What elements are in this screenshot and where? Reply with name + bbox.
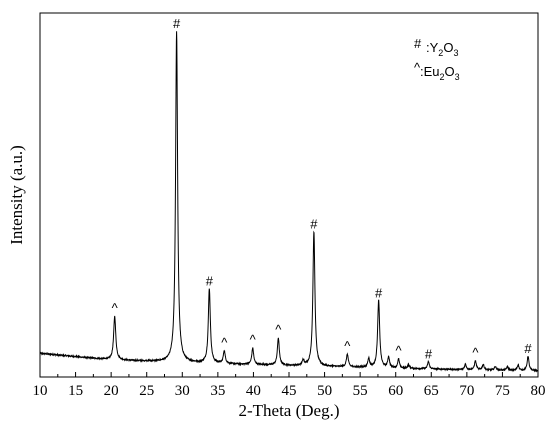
peak-marker-eu2o3: ^ xyxy=(396,343,403,358)
x-tick-label: 80 xyxy=(531,383,546,399)
x-tick-label: 75 xyxy=(495,383,510,399)
x-tick-label: 50 xyxy=(317,383,332,399)
peak-markers: ^ # # ^ ^ ^ # ^ # ^ # ^ # xyxy=(112,16,533,362)
x-axis-tick-labels: 10 15 20 25 30 35 40 45 50 55 60 65 70 75 80 xyxy=(33,383,546,399)
x-tick-label: 30 xyxy=(175,383,190,399)
peak-marker-y2o3: # xyxy=(375,285,383,300)
plot-frame xyxy=(39,12,539,378)
x-tick-label: 65 xyxy=(424,383,439,399)
x-tick-label: 20 xyxy=(104,383,119,399)
legend-symbol-hash: # xyxy=(414,36,422,51)
legend-symbol-caret: ^ xyxy=(414,60,421,75)
peak-marker-y2o3: # xyxy=(524,341,532,356)
peak-marker-y2o3: # xyxy=(173,16,181,31)
x-tick-label: 45 xyxy=(282,383,297,399)
peak-marker-eu2o3: ^ xyxy=(221,335,228,350)
x-tick-label: 10 xyxy=(33,383,48,399)
peak-marker-y2o3: # xyxy=(310,216,318,231)
x-tick-label: 25 xyxy=(139,383,154,399)
legend-entry-y2o3: # :Y2O3 xyxy=(414,36,458,58)
x-tick-label: 40 xyxy=(246,383,261,399)
peak-marker-eu2o3: ^ xyxy=(344,338,351,353)
x-tick-label: 15 xyxy=(68,383,83,399)
peak-marker-eu2o3: ^ xyxy=(472,345,479,360)
peak-marker-eu2o3: ^ xyxy=(275,322,282,337)
x-tick-label: 60 xyxy=(388,383,403,399)
y-axis-title: Intensity (a.u.) xyxy=(7,145,26,245)
x-tick-label: 35 xyxy=(210,383,225,399)
xrd-pattern-line xyxy=(39,31,539,373)
x-tick-label: 70 xyxy=(459,383,474,399)
plot-area: ^ # # ^ ^ ^ # ^ # ^ # ^ # xyxy=(39,12,539,378)
legend-label-y2o3: :Y2O3 xyxy=(426,40,458,58)
peak-marker-eu2o3: ^ xyxy=(112,300,119,315)
peak-marker-y2o3: # xyxy=(206,274,214,289)
x-tick-label: 55 xyxy=(353,383,368,399)
peak-marker-y2o3: # xyxy=(425,347,433,362)
x-axis-ticks xyxy=(39,372,539,377)
legend-entry-eu2o3: ^ :Eu2O3 xyxy=(414,60,460,82)
peak-marker-eu2o3: ^ xyxy=(250,332,257,347)
legend-label-eu2o3: :Eu2O3 xyxy=(420,64,460,82)
legend: # :Y2O3 ^ :Eu2O3 xyxy=(414,36,460,82)
x-axis-title: 2-Theta (Deg.) xyxy=(238,401,339,420)
